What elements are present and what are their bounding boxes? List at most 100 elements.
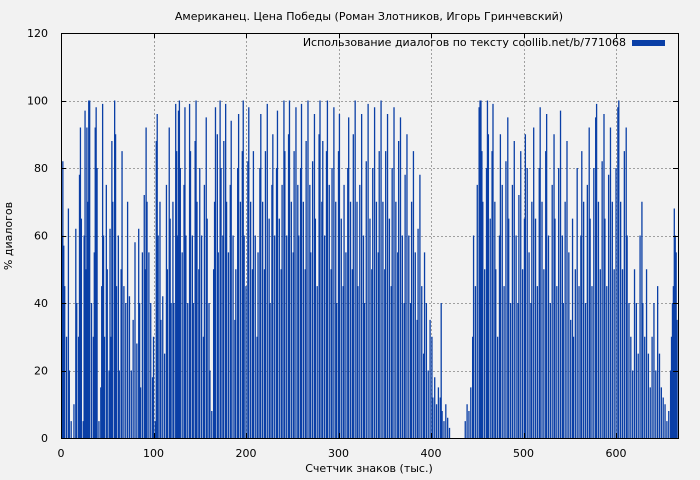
bar <box>390 286 392 438</box>
bar <box>492 103 494 438</box>
bar <box>653 303 655 438</box>
bar <box>143 195 145 438</box>
legend: Использование диалогов по тексту coollib… <box>303 36 665 49</box>
bar <box>216 134 218 438</box>
bar <box>121 151 123 438</box>
bar <box>404 174 406 438</box>
bar <box>568 252 570 438</box>
bar <box>157 235 159 438</box>
bar <box>447 417 449 438</box>
bar <box>195 100 197 438</box>
bar <box>534 218 537 438</box>
bar <box>234 319 236 438</box>
bar <box>570 319 572 438</box>
bar <box>85 269 87 438</box>
bar <box>209 370 211 438</box>
bar <box>126 201 129 438</box>
bar <box>177 110 180 438</box>
bar <box>543 269 545 438</box>
bar <box>109 228 111 438</box>
bar <box>230 120 232 438</box>
bar <box>146 201 148 438</box>
bar <box>410 303 412 438</box>
bar <box>298 235 300 438</box>
bar <box>441 411 443 438</box>
bar <box>523 218 526 438</box>
bar <box>621 269 624 438</box>
bar <box>286 235 288 438</box>
bar <box>593 168 595 438</box>
bar <box>347 168 349 438</box>
bar <box>272 134 274 438</box>
bar <box>586 184 588 438</box>
bar <box>229 184 231 438</box>
bar <box>559 110 562 438</box>
bar <box>114 100 116 438</box>
bar <box>249 201 252 438</box>
bar <box>576 168 578 438</box>
bar <box>513 141 515 438</box>
bar <box>662 397 664 438</box>
bar <box>78 174 81 438</box>
bar <box>263 269 266 438</box>
bar <box>165 184 168 438</box>
bar <box>88 100 90 438</box>
bar <box>423 252 426 438</box>
bar <box>297 184 299 438</box>
bar <box>489 218 491 438</box>
bar <box>637 353 639 438</box>
bar <box>187 303 189 438</box>
bar <box>139 387 142 438</box>
bar <box>658 353 661 438</box>
bar <box>613 269 615 438</box>
bar <box>336 303 338 438</box>
bar <box>528 252 530 438</box>
bar <box>70 421 72 438</box>
bar <box>480 100 482 438</box>
bar <box>105 184 107 438</box>
bar <box>80 218 83 438</box>
bar <box>287 134 290 438</box>
bar <box>251 269 254 438</box>
bar <box>484 269 486 438</box>
bar <box>319 100 321 438</box>
bar <box>618 100 620 438</box>
x-tick-label: 600 <box>606 447 627 460</box>
bar <box>566 141 568 438</box>
bar <box>625 127 627 438</box>
bar <box>437 387 440 438</box>
bar <box>77 336 80 438</box>
x-tick-label: 100 <box>143 447 164 460</box>
bar <box>369 218 371 438</box>
bar <box>507 117 509 438</box>
bar <box>176 235 179 438</box>
bar <box>191 235 194 438</box>
bar <box>359 184 361 438</box>
chart-title: Американец. Цена Победы (Роман Злотников… <box>175 10 563 23</box>
bar <box>675 252 677 438</box>
x-tick-label: 400 <box>421 447 442 460</box>
bar <box>401 235 403 438</box>
bar <box>619 201 622 438</box>
bar <box>617 107 619 438</box>
bar <box>214 107 217 438</box>
bar <box>175 103 177 438</box>
bar <box>82 421 84 438</box>
bar <box>323 235 326 438</box>
bar <box>664 404 666 438</box>
bar <box>515 235 517 438</box>
bar <box>141 252 144 438</box>
bar <box>322 141 324 438</box>
bar <box>584 303 587 438</box>
bar <box>318 134 320 438</box>
bar <box>136 343 138 438</box>
bar <box>655 370 657 438</box>
legend-label: Использование диалогов по тексту coollib… <box>303 36 626 49</box>
bar <box>148 252 150 438</box>
bar <box>65 336 68 438</box>
bar <box>269 303 271 438</box>
bar <box>647 353 650 438</box>
bar <box>354 100 356 438</box>
bar <box>395 201 397 438</box>
